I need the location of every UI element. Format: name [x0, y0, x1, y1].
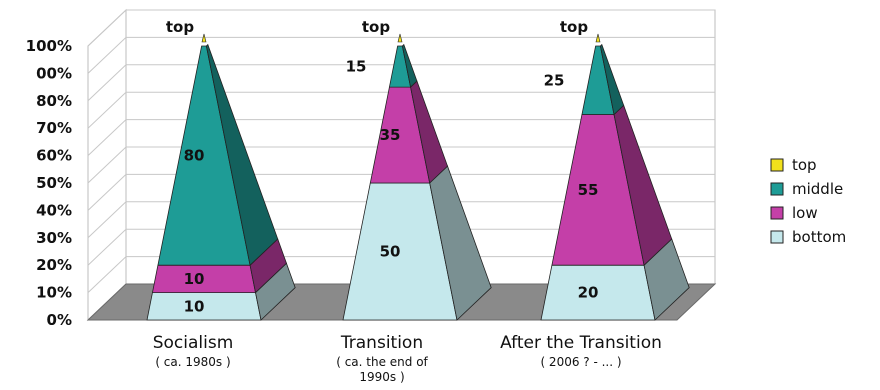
top-annotation: top	[362, 18, 390, 36]
y-tick-label: 70%	[36, 119, 72, 137]
legend-label: low	[792, 204, 818, 222]
y-tick-label: 60%	[36, 147, 72, 165]
gridline	[87, 256, 715, 293]
legend-label: middle	[792, 180, 843, 198]
y-tick-label: 50%	[36, 174, 72, 192]
legend-swatch	[770, 158, 784, 172]
legend-swatch	[770, 206, 784, 220]
segment-label: 15	[346, 58, 367, 76]
legend-swatch	[770, 182, 784, 196]
y-axis: 0% 10% 20% 30% 40% 50% 60% 70% 80% 00% 100%	[26, 37, 72, 329]
category-sublabel: ( ca. 1980s )	[155, 355, 230, 369]
pyramid-top-tip	[397, 33, 403, 43]
gridline	[87, 119, 715, 156]
gridline	[87, 173, 715, 211]
y-tick-label: 10%	[36, 284, 72, 302]
gridline	[87, 201, 715, 239]
segment-label: 25	[544, 71, 565, 89]
category-label: Socialism	[153, 333, 234, 353]
gridline	[87, 36, 715, 74]
category-label: After the Transition	[500, 333, 662, 353]
segment-label: 20	[578, 284, 599, 302]
legend-label: bottom	[792, 228, 846, 246]
segment-label: 10	[184, 270, 205, 288]
top-annotation: top	[166, 18, 194, 36]
y-tick-label: 20%	[36, 256, 72, 274]
segment-label: 35	[380, 126, 401, 144]
segment-label: 10	[184, 297, 205, 315]
pyramid-top-tip	[595, 33, 601, 43]
y-tick-label: 40%	[36, 201, 72, 219]
gridline	[87, 228, 715, 266]
gridline	[87, 9, 715, 47]
y-tick-label: 00%	[36, 64, 72, 82]
pyramid-top-tip	[201, 33, 207, 43]
category-sublabel: 1990s )	[359, 370, 404, 384]
category-label: Transition	[340, 333, 423, 353]
legend-label: top	[792, 156, 817, 174]
category-sublabel: ( 2006 ? - ... )	[540, 355, 621, 369]
legend: top middle low bottom	[770, 156, 846, 246]
y-tick-label: 100%	[26, 37, 72, 55]
y-tick-label: 0%	[47, 311, 72, 329]
segment-label: 80	[184, 147, 205, 165]
top-annotation: top	[560, 18, 588, 36]
pyramids	[146, 33, 690, 321]
segment-labels: 10 10 80 top 50 35 15 top 20 55 25 top	[166, 18, 599, 315]
pyramid	[540, 33, 690, 321]
segment-label: 55	[578, 181, 599, 199]
legend-swatch	[770, 230, 784, 244]
y-tick-label: 80%	[36, 92, 72, 110]
pyramid-segment-side	[205, 43, 279, 266]
gridline	[87, 146, 715, 184]
pyramid-segment-side	[401, 43, 418, 88]
segment-label: 50	[380, 243, 401, 261]
gridline	[87, 64, 715, 102]
gridline	[87, 91, 715, 129]
pyramid-segment-side	[599, 43, 625, 116]
category-sublabel: ( ca. the end of	[336, 355, 428, 369]
pyramid	[342, 33, 492, 321]
y-tick-label: 30%	[36, 229, 72, 247]
pyramid	[146, 33, 296, 321]
category-labels: Socialism ( ca. 1980s ) Transition ( ca. th…	[153, 333, 662, 384]
